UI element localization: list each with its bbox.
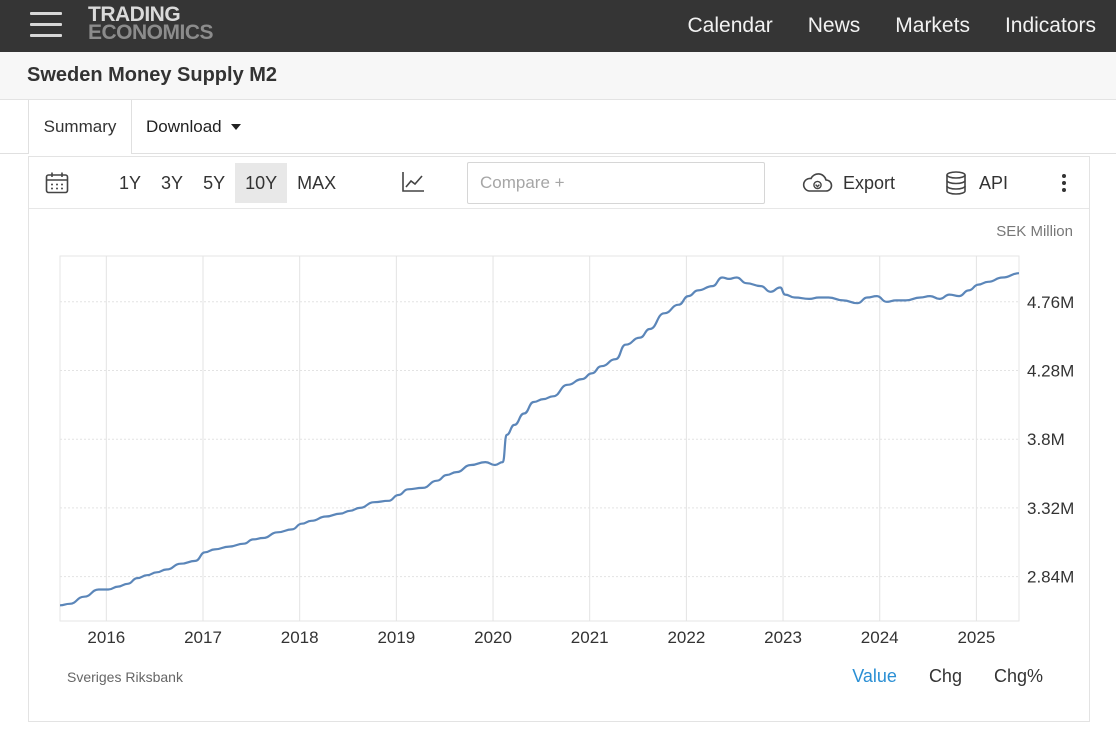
title-bar: Sweden Money Supply M2 xyxy=(0,52,1116,100)
y-tick-label: 4.28M xyxy=(1027,362,1074,381)
line-chart-icon[interactable] xyxy=(401,171,425,193)
series-line-m2 xyxy=(59,272,1020,607)
range-3y[interactable]: 3Y xyxy=(161,173,184,193)
main-nav: Calendar News Markets Indicators xyxy=(653,0,1096,52)
top-navigation-bar: TRADING ECONOMICS Calendar News Markets … xyxy=(0,0,1116,52)
y-tick-label: 3.8M xyxy=(1027,430,1065,449)
cloud-download-icon xyxy=(802,173,833,192)
chart-area: SEK Million 2.84M 3.32M 3.8M 4.28M 4.76M 201… xyxy=(29,209,1089,721)
compare-input[interactable] xyxy=(467,162,765,204)
more-options-icon[interactable] xyxy=(1057,171,1071,195)
range-10y[interactable]: 10Y xyxy=(235,163,288,203)
range-max[interactable]: MAX xyxy=(297,173,337,193)
export-button[interactable]: Export xyxy=(801,157,895,209)
tab-download[interactable]: Download xyxy=(146,100,241,154)
x-tick-label: 2025 xyxy=(957,628,995,647)
logo-line-1: TRADING xyxy=(88,3,181,26)
y-tick-label: 2.84M xyxy=(1027,568,1074,587)
x-tick-label: 2020 xyxy=(474,628,512,647)
nav-indicators[interactable]: Indicators xyxy=(1004,14,1096,37)
tab-download-label: Download xyxy=(146,117,222,136)
mode-value[interactable]: Value xyxy=(852,666,897,686)
y-tick-label: 4.76M xyxy=(1027,293,1074,312)
x-tick-label: 2017 xyxy=(184,628,222,647)
database-icon xyxy=(946,171,966,195)
export-label: Export xyxy=(843,172,896,193)
plot-frame xyxy=(59,255,1020,622)
logo-line-2: ECONOMICS xyxy=(88,21,214,44)
nav-markets[interactable]: Markets xyxy=(895,14,970,37)
nav-calendar[interactable]: Calendar xyxy=(687,14,773,37)
value-mode-switch: Value Chg Chg% xyxy=(820,666,1043,687)
page-title: Sweden Money Supply M2 xyxy=(27,64,278,86)
chart-toolbar: 1Y 3Y 5Y 10Y MAX Export xyxy=(29,157,1089,209)
x-tick-label: 2022 xyxy=(667,628,705,647)
tab-summary[interactable]: Summary xyxy=(28,100,132,154)
tab-bar: Summary Download xyxy=(0,100,1116,154)
range-1y[interactable]: 1Y xyxy=(119,173,142,193)
x-tick-label: 2023 xyxy=(764,628,802,647)
api-label: API xyxy=(979,172,1009,193)
chart-card: 1Y 3Y 5Y 10Y MAX Export xyxy=(28,156,1090,722)
api-button[interactable]: API xyxy=(945,157,1008,209)
x-tick-label: 2018 xyxy=(281,628,319,647)
y-tick-label: 3.32M xyxy=(1027,499,1074,518)
mode-chg-percent[interactable]: Chg% xyxy=(993,666,1043,686)
hamburger-menu-icon[interactable] xyxy=(30,12,62,38)
mode-chg[interactable]: Chg xyxy=(928,666,962,686)
calendar-icon[interactable] xyxy=(45,172,69,194)
unit-label: SEK Million xyxy=(996,223,1073,240)
x-tick-label: 2016 xyxy=(87,628,125,647)
caret-down-icon xyxy=(230,124,241,130)
nav-news[interactable]: News xyxy=(807,14,861,37)
x-tick-label: 2021 xyxy=(571,628,609,647)
source-label: Sveriges Riksbank xyxy=(67,669,183,685)
site-logo[interactable]: TRADING ECONOMICS xyxy=(88,3,214,44)
range-selector: 1Y 3Y 5Y 10Y MAX xyxy=(109,163,346,203)
money-supply-chart: SEK Million 2.84M 3.32M 3.8M 4.28M 4.76M 201… xyxy=(59,223,1074,647)
range-5y[interactable]: 5Y xyxy=(203,173,226,193)
x-tick-label: 2019 xyxy=(377,628,415,647)
x-tick-label: 2024 xyxy=(861,628,899,647)
